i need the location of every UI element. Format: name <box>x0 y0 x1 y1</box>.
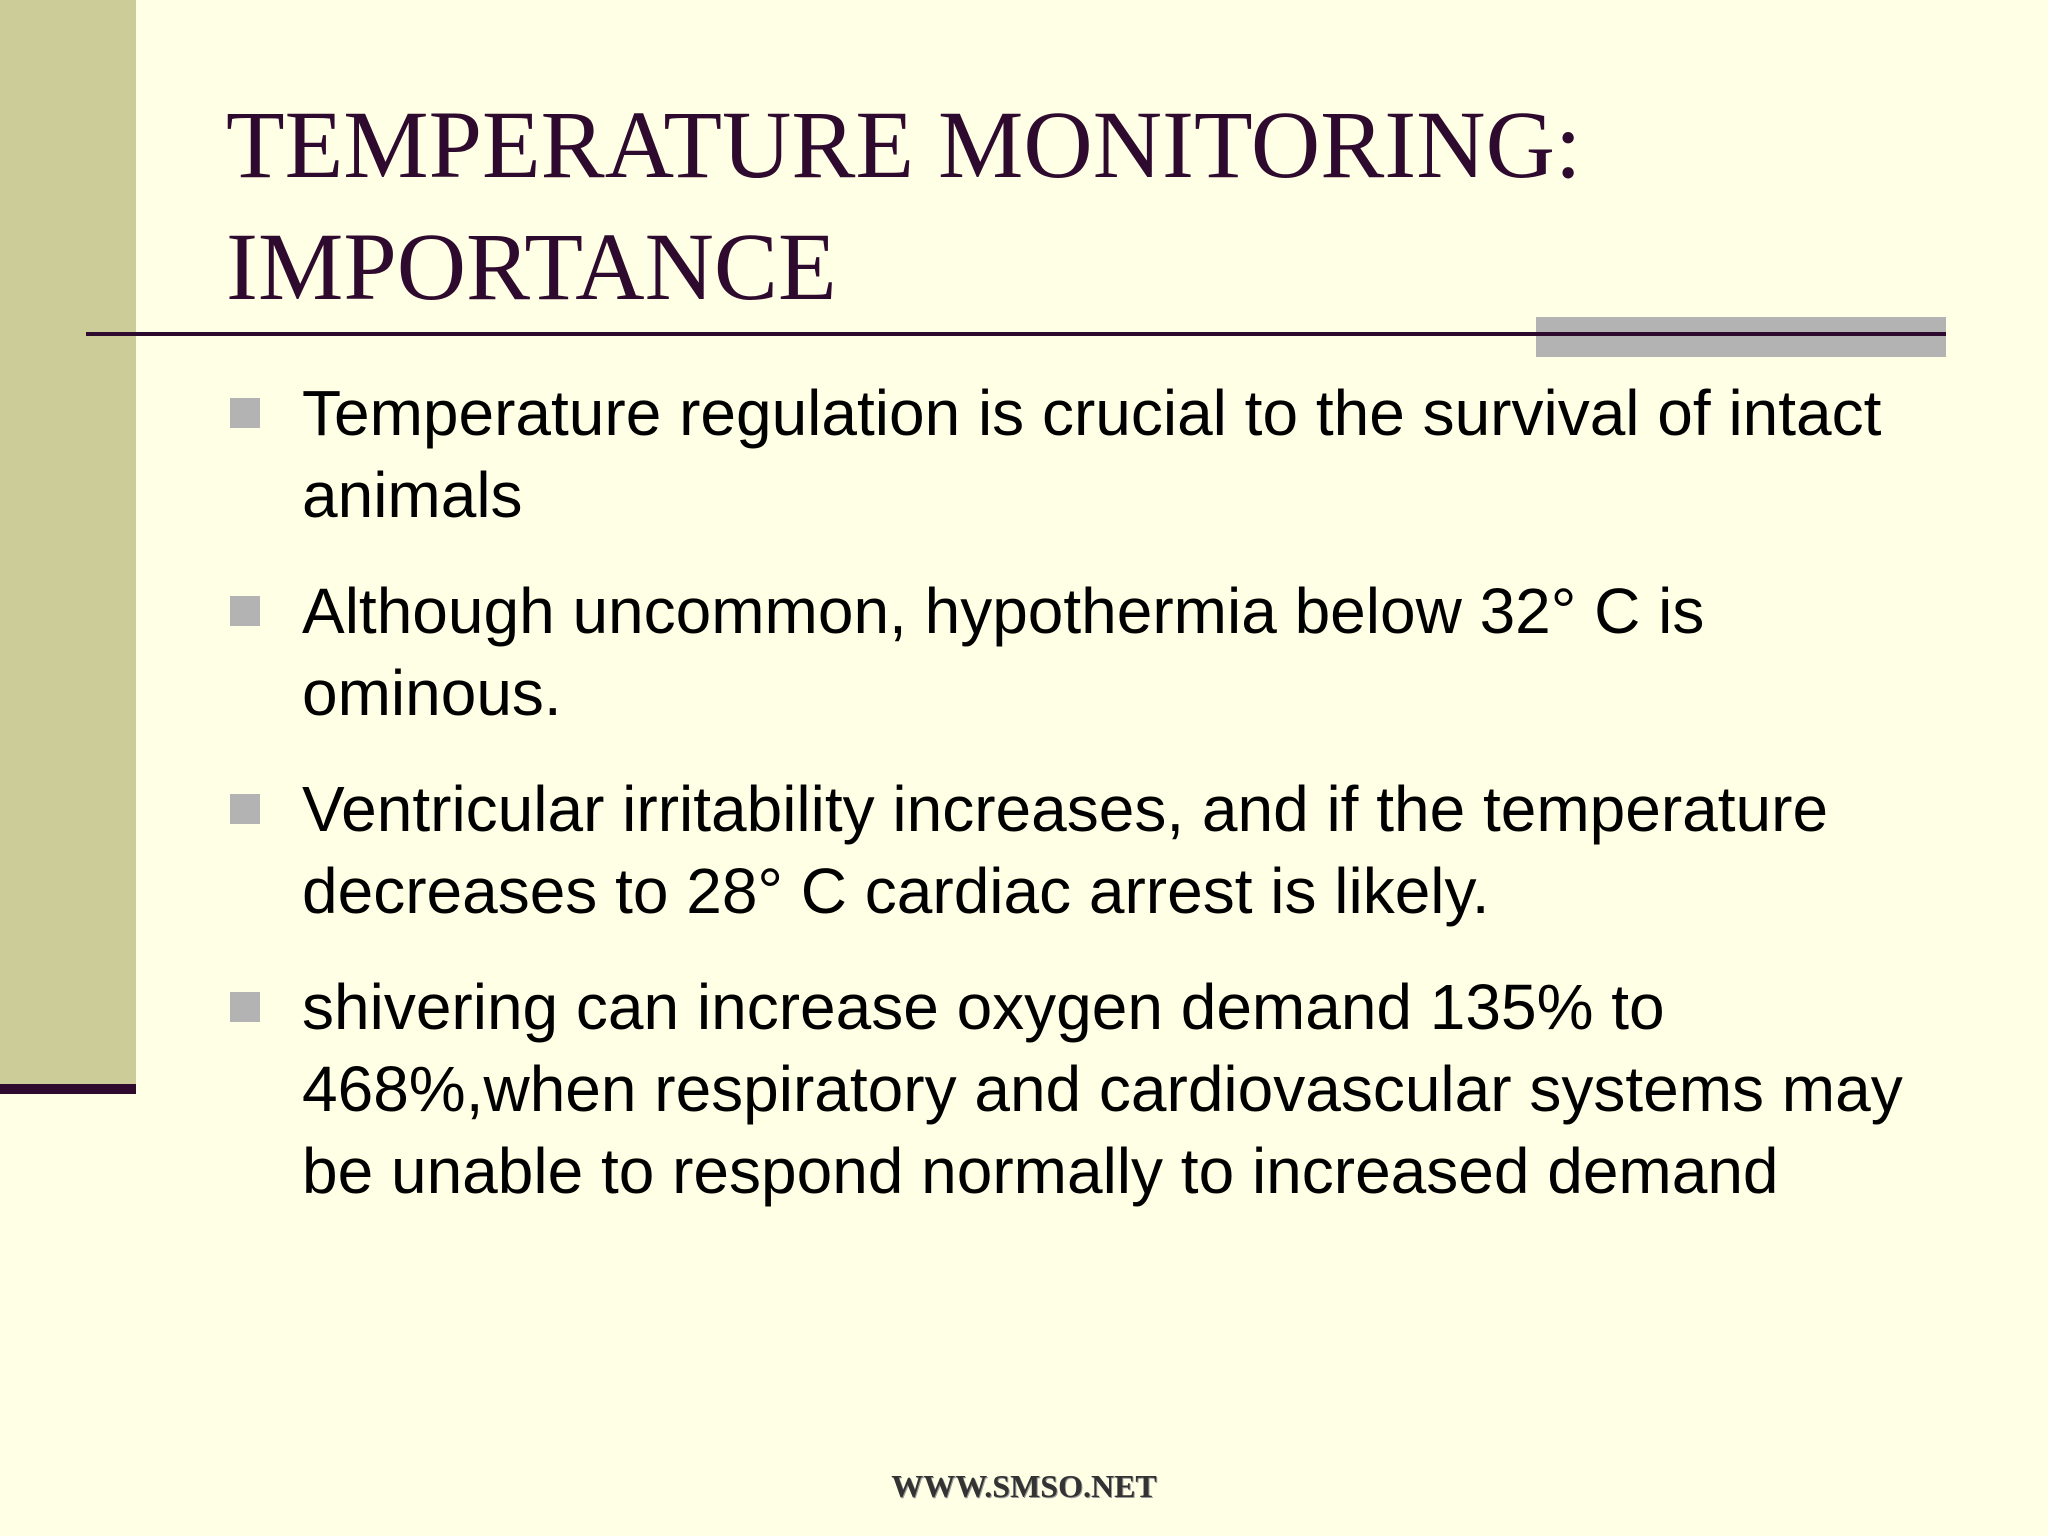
title-divider-accent <box>1536 317 1946 357</box>
bullet-list: Temperature regulation is crucial to the… <box>226 372 1926 1246</box>
square-bullet-icon <box>230 398 260 428</box>
title-divider-rule <box>86 332 1946 336</box>
square-bullet-icon <box>230 992 260 1022</box>
slide-title-line-2: IMPORTANCE <box>226 213 837 320</box>
bullet-item: Temperature regulation is crucial to the… <box>226 372 1926 536</box>
slide-title-line-1: TEMPERATURE MONITORING: <box>226 91 1582 198</box>
square-bullet-icon <box>230 794 260 824</box>
bullet-text: Ventricular irritability increases, and … <box>302 773 1829 927</box>
square-bullet-icon <box>230 596 260 626</box>
left-band-rule <box>0 1084 136 1094</box>
bullet-text: Temperature regulation is crucial to the… <box>302 377 1882 531</box>
bullet-text: shivering can increase oxygen demand 135… <box>302 971 1903 1207</box>
left-decorative-band <box>0 0 136 1084</box>
footer-website: WWW.SMSO.NET <box>891 1468 1157 1504</box>
slide-title: TEMPERATURE MONITORING: IMPORTANCE <box>226 84 1986 328</box>
bullet-item: shivering can increase oxygen demand 135… <box>226 966 1926 1212</box>
bullet-text: Although uncommon, hypothermia below 32°… <box>302 575 1705 729</box>
bullet-item: Ventricular irritability increases, and … <box>226 768 1926 932</box>
bullet-item: Although uncommon, hypothermia below 32°… <box>226 570 1926 734</box>
